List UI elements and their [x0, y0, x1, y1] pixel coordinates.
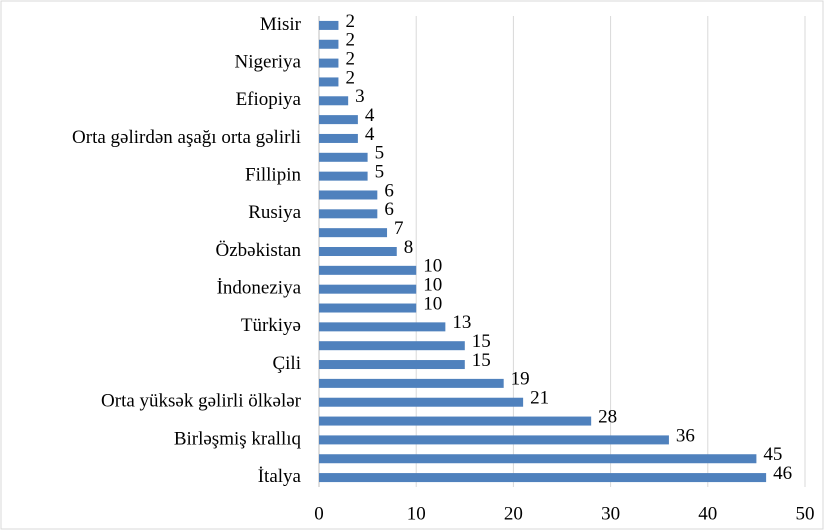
bar: [319, 115, 358, 125]
value-label: 10: [423, 275, 442, 296]
y-tick-label: Efiopiya: [236, 89, 302, 110]
y-tick-label: Birləşmiş krallıq: [174, 428, 302, 449]
value-label: 13: [452, 312, 471, 333]
bar: [319, 397, 524, 407]
value-label: 2: [345, 11, 355, 32]
value-label: 7: [394, 218, 404, 239]
bar: [319, 416, 592, 426]
x-tick-label: 50: [796, 503, 815, 524]
value-label: 4: [365, 124, 375, 145]
y-tick-label: İndoneziya: [217, 278, 302, 299]
bar: [319, 341, 465, 351]
value-label: 15: [472, 331, 491, 352]
bar: [319, 20, 339, 30]
y-tick-label: Nigeriya: [235, 51, 302, 72]
value-label: 10: [423, 256, 442, 277]
value-label: 2: [345, 67, 355, 88]
bar: [319, 209, 378, 219]
value-label: 15: [472, 350, 491, 371]
x-tick-label: 30: [601, 503, 620, 524]
value-label: 5: [375, 143, 385, 164]
y-tick-label: Özbəkistan: [216, 240, 302, 261]
bar: [319, 96, 349, 106]
value-label: 10: [423, 293, 442, 314]
y-tick-label: Türkiyə: [241, 315, 301, 336]
value-label: 36: [676, 425, 695, 446]
y-tick-label: Fillipin: [245, 164, 301, 185]
bar: [319, 322, 446, 332]
x-tick-label: 40: [698, 503, 717, 524]
bar: [319, 435, 669, 445]
bar: [319, 378, 504, 388]
value-label: 6: [384, 180, 394, 201]
bar: [319, 152, 368, 162]
y-tick-label: Rusiya: [248, 202, 301, 223]
value-label: 28: [598, 406, 617, 427]
value-label: 4: [365, 105, 375, 126]
value-label: 6: [384, 199, 394, 220]
x-tick-label: 20: [504, 503, 523, 524]
value-label: 5: [375, 161, 385, 182]
bar: [319, 171, 368, 181]
x-tick-label: 10: [407, 503, 426, 524]
y-tick-label: İtalya: [258, 466, 302, 487]
y-tick-label: Misir: [260, 14, 302, 35]
bar: [319, 284, 417, 294]
value-label: 46: [773, 463, 792, 484]
bar: [319, 247, 397, 256]
bar: [319, 39, 339, 49]
x-tick-label: 0: [314, 503, 324, 524]
bar: [319, 228, 388, 238]
value-label: 2: [345, 48, 355, 69]
bar: [319, 303, 417, 313]
value-label: 45: [763, 444, 782, 465]
value-label: 21: [530, 388, 549, 409]
value-label: 2: [345, 30, 355, 51]
bar: [319, 133, 358, 143]
y-tick-label: Orta gəlirdən aşağı orta gəlirli: [72, 127, 301, 148]
y-tick-label: Orta yüksək gəlirli ölkələr: [101, 391, 302, 412]
bar: [319, 454, 757, 464]
bar: [319, 473, 767, 483]
bar: [319, 58, 339, 68]
bar: [319, 360, 465, 370]
bar: [319, 265, 417, 275]
value-label: 8: [404, 237, 414, 258]
bar: [319, 77, 339, 87]
bar: [319, 190, 378, 200]
value-label: 19: [511, 369, 530, 390]
value-label: 3: [355, 86, 365, 107]
y-tick-label: Çili: [272, 353, 301, 374]
